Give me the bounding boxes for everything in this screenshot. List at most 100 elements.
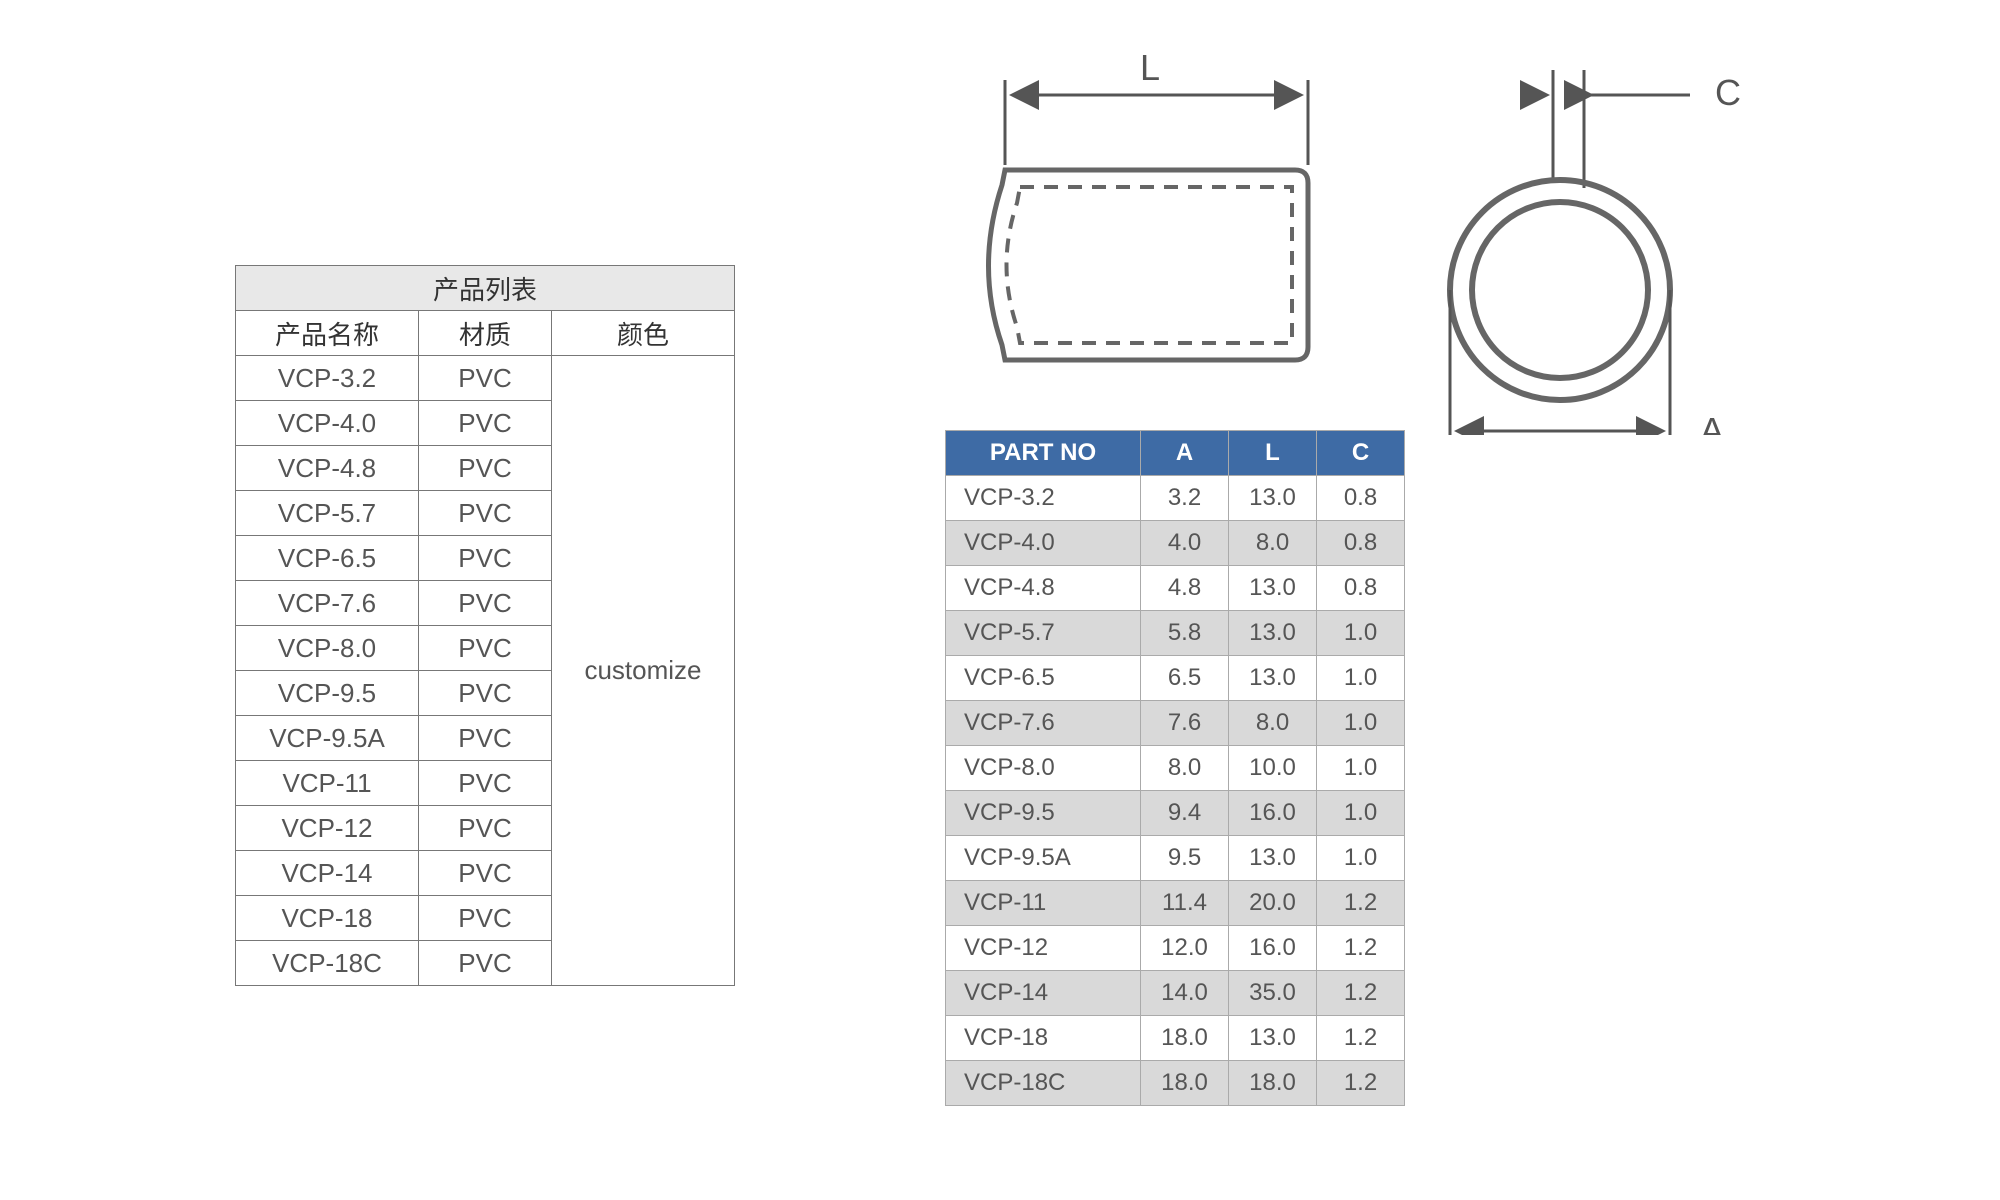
dimension-l-cell: 35.0 [1229, 971, 1317, 1016]
col-header-name: 产品名称 [236, 311, 419, 356]
product-material-cell: PVC [419, 356, 552, 401]
dim-header-c: C [1317, 431, 1405, 476]
dimension-c-cell: 1.0 [1317, 701, 1405, 746]
product-name-cell: VCP-18 [236, 896, 419, 941]
dimension-c-cell: 1.0 [1317, 746, 1405, 791]
dimension-partno-cell: VCP-4.0 [946, 521, 1141, 566]
dimension-row: VCP-1818.013.01.2 [946, 1016, 1405, 1061]
product-name-cell: VCP-7.6 [236, 581, 419, 626]
dimension-row: VCP-1111.420.01.2 [946, 881, 1405, 926]
dimension-c-cell: 1.2 [1317, 971, 1405, 1016]
technical-drawing: L C A [940, 35, 1790, 435]
product-material-cell: PVC [419, 941, 552, 986]
dimension-a-cell: 18.0 [1141, 1061, 1229, 1106]
dimension-l-cell: 8.0 [1229, 521, 1317, 566]
dimension-a-cell: 4.8 [1141, 566, 1229, 611]
dimension-row: VCP-18C18.018.01.2 [946, 1061, 1405, 1106]
product-name-cell: VCP-9.5 [236, 671, 419, 716]
col-header-color: 颜色 [552, 311, 735, 356]
dimension-c-cell: 1.0 [1317, 656, 1405, 701]
dim-header-l: L [1229, 431, 1317, 476]
dimension-l-cell: 18.0 [1229, 1061, 1317, 1106]
dimension-l-cell: 13.0 [1229, 1016, 1317, 1061]
dimension-a-cell: 9.4 [1141, 791, 1229, 836]
dimension-partno-cell: VCP-6.5 [946, 656, 1141, 701]
dimension-l-cell: 13.0 [1229, 476, 1317, 521]
product-material-cell: PVC [419, 626, 552, 671]
dimension-a-cell: 12.0 [1141, 926, 1229, 971]
dimension-a-cell: 18.0 [1141, 1016, 1229, 1061]
dimension-row: VCP-9.5A9.513.01.0 [946, 836, 1405, 881]
dimension-row: VCP-4.84.813.00.8 [946, 566, 1405, 611]
dimension-table: PART NO A L C VCP-3.23.213.00.8VCP-4.04.… [945, 430, 1405, 1106]
label-a: A [1700, 410, 1724, 435]
dimension-a: A [1450, 290, 1724, 435]
dimension-row: VCP-6.56.513.01.0 [946, 656, 1405, 701]
dimension-partno-cell: VCP-11 [946, 881, 1141, 926]
dimension-a-cell: 11.4 [1141, 881, 1229, 926]
product-material-cell: PVC [419, 806, 552, 851]
dimension-partno-cell: VCP-7.6 [946, 701, 1141, 746]
dimension-a-cell: 8.0 [1141, 746, 1229, 791]
dimension-partno-cell: VCP-12 [946, 926, 1141, 971]
product-material-cell: PVC [419, 536, 552, 581]
dimension-partno-cell: VCP-9.5A [946, 836, 1141, 881]
dimension-l-cell: 8.0 [1229, 701, 1317, 746]
dimension-c-cell: 1.0 [1317, 836, 1405, 881]
dimension-a-cell: 7.6 [1141, 701, 1229, 746]
product-material-cell: PVC [419, 671, 552, 716]
dimension-l-cell: 16.0 [1229, 926, 1317, 971]
dim-header-partno: PART NO [946, 431, 1141, 476]
label-l: L [1140, 47, 1160, 88]
product-material-cell: PVC [419, 581, 552, 626]
dimension-l-cell: 16.0 [1229, 791, 1317, 836]
dimension-l-cell: 13.0 [1229, 611, 1317, 656]
dim-header-a: A [1141, 431, 1229, 476]
product-name-cell: VCP-6.5 [236, 536, 419, 581]
dimension-row: VCP-1414.035.01.2 [946, 971, 1405, 1016]
dimension-partno-cell: VCP-5.7 [946, 611, 1141, 656]
dimension-a-cell: 14.0 [1141, 971, 1229, 1016]
col-header-material: 材质 [419, 311, 552, 356]
dimension-l: L [1005, 47, 1308, 165]
product-material-cell: PVC [419, 851, 552, 896]
dimension-a-cell: 9.5 [1141, 836, 1229, 881]
dimension-row: VCP-7.67.68.01.0 [946, 701, 1405, 746]
product-material-cell: PVC [419, 761, 552, 806]
dimension-row: VCP-1212.016.01.2 [946, 926, 1405, 971]
cap-end-view [1450, 180, 1670, 400]
dimension-partno-cell: VCP-8.0 [946, 746, 1141, 791]
product-name-cell: VCP-3.2 [236, 356, 419, 401]
dimension-c-cell: 1.2 [1317, 1016, 1405, 1061]
product-name-cell: VCP-4.8 [236, 446, 419, 491]
product-list-table: 产品列表 产品名称 材质 颜色 VCP-3.2PVCcustomizeVCP-4… [235, 265, 735, 986]
dimension-c-cell: 0.8 [1317, 476, 1405, 521]
product-color-merged-cell: customize [552, 356, 735, 986]
dimension-a-cell: 5.8 [1141, 611, 1229, 656]
product-name-cell: VCP-14 [236, 851, 419, 896]
dimension-c-cell: 1.0 [1317, 611, 1405, 656]
dimension-partno-cell: VCP-18 [946, 1016, 1141, 1061]
dimension-c-cell: 0.8 [1317, 566, 1405, 611]
product-material-cell: PVC [419, 446, 552, 491]
product-list-title: 产品列表 [236, 266, 735, 311]
product-name-cell: VCP-8.0 [236, 626, 419, 671]
cap-side-view [989, 170, 1309, 360]
product-name-cell: VCP-11 [236, 761, 419, 806]
dimension-a-cell: 4.0 [1141, 521, 1229, 566]
product-material-cell: PVC [419, 896, 552, 941]
dimension-c-cell: 0.8 [1317, 521, 1405, 566]
dimension-a-cell: 3.2 [1141, 476, 1229, 521]
dimension-c: C [1520, 70, 1741, 188]
dimension-c-cell: 1.2 [1317, 881, 1405, 926]
dimension-c-cell: 1.2 [1317, 1061, 1405, 1106]
product-material-cell: PVC [419, 491, 552, 536]
product-row: VCP-3.2PVCcustomize [236, 356, 735, 401]
product-name-cell: VCP-4.0 [236, 401, 419, 446]
dimension-l-cell: 20.0 [1229, 881, 1317, 926]
dimension-partno-cell: VCP-9.5 [946, 791, 1141, 836]
dimension-row: VCP-5.75.813.01.0 [946, 611, 1405, 656]
dimension-a-cell: 6.5 [1141, 656, 1229, 701]
dimension-c-cell: 1.0 [1317, 791, 1405, 836]
product-name-cell: VCP-9.5A [236, 716, 419, 761]
